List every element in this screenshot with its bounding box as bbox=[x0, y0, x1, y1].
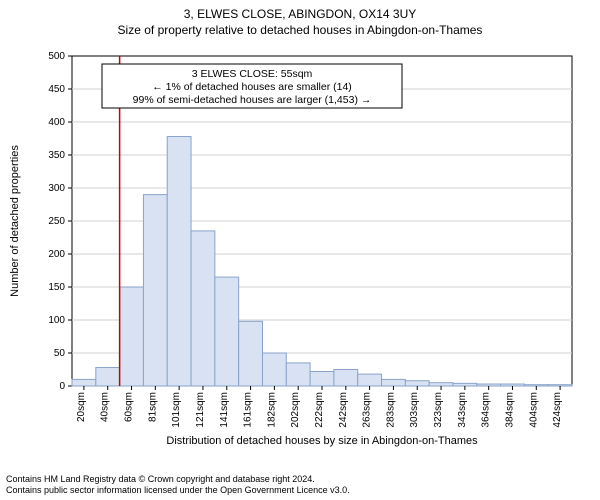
bar bbox=[167, 137, 191, 386]
info-line2: ← 1% of detached houses are smaller (14) bbox=[152, 81, 352, 93]
bar bbox=[262, 353, 286, 386]
y-axis-label: Number of detached properties bbox=[9, 145, 21, 297]
svg-text:500: 500 bbox=[48, 51, 65, 62]
svg-text:323sqm: 323sqm bbox=[433, 392, 444, 428]
svg-text:60sqm: 60sqm bbox=[124, 392, 135, 422]
bar bbox=[548, 385, 572, 386]
chart-area: 0 50 100 150 200 250 300 350 400 450 500 20sqm 40sqm… bbox=[0, 48, 600, 448]
svg-text:150: 150 bbox=[48, 282, 65, 293]
bar bbox=[96, 368, 120, 386]
title-address: 3, ELWES CLOSE, ABINGDON, OX14 3UY bbox=[0, 6, 600, 22]
bar bbox=[382, 379, 406, 386]
svg-text:20sqm: 20sqm bbox=[76, 392, 87, 422]
info-line3: 99% of semi-detached houses are larger (… bbox=[133, 94, 372, 106]
svg-text:141sqm: 141sqm bbox=[219, 392, 230, 428]
bar bbox=[453, 383, 477, 386]
svg-text:50: 50 bbox=[54, 348, 66, 359]
footer-attribution: Contains HM Land Registry data © Crown c… bbox=[6, 474, 350, 497]
svg-text:242sqm: 242sqm bbox=[338, 392, 349, 428]
svg-text:263sqm: 263sqm bbox=[362, 392, 373, 428]
svg-text:0: 0 bbox=[59, 381, 65, 392]
svg-text:424sqm: 424sqm bbox=[552, 392, 563, 428]
svg-text:101sqm: 101sqm bbox=[171, 392, 182, 428]
svg-text:400: 400 bbox=[48, 117, 65, 128]
bar bbox=[191, 231, 215, 386]
svg-text:81sqm: 81sqm bbox=[147, 392, 158, 422]
svg-text:350: 350 bbox=[48, 150, 65, 161]
histogram-svg: 0 50 100 150 200 250 300 350 400 450 500 20sqm 40sqm… bbox=[0, 48, 600, 448]
svg-text:121sqm: 121sqm bbox=[195, 392, 206, 428]
bar bbox=[429, 383, 453, 386]
svg-text:283sqm: 283sqm bbox=[385, 392, 396, 428]
svg-text:200: 200 bbox=[48, 249, 65, 260]
bar bbox=[286, 363, 310, 386]
bar bbox=[477, 384, 501, 386]
svg-text:364sqm: 364sqm bbox=[481, 392, 492, 428]
bar bbox=[405, 381, 429, 386]
bar bbox=[501, 384, 525, 386]
svg-text:404sqm: 404sqm bbox=[528, 392, 539, 428]
svg-text:303sqm: 303sqm bbox=[409, 392, 420, 428]
bar bbox=[215, 277, 239, 386]
footer-line1: Contains HM Land Registry data © Crown c… bbox=[6, 474, 350, 485]
bar bbox=[143, 195, 167, 386]
svg-text:40sqm: 40sqm bbox=[100, 392, 111, 422]
x-axis-label: Distribution of detached houses by size … bbox=[166, 435, 478, 447]
svg-text:300: 300 bbox=[48, 183, 65, 194]
svg-text:222sqm: 222sqm bbox=[314, 392, 325, 428]
info-line1: 3 ELWES CLOSE: 55sqm bbox=[192, 68, 313, 80]
svg-text:161sqm: 161sqm bbox=[243, 392, 254, 428]
svg-text:202sqm: 202sqm bbox=[290, 392, 301, 428]
bar bbox=[72, 379, 96, 386]
bar bbox=[524, 385, 548, 386]
bar bbox=[358, 374, 382, 386]
svg-text:343sqm: 343sqm bbox=[457, 392, 468, 428]
footer-line2: Contains public sector information licen… bbox=[6, 485, 350, 496]
bar bbox=[310, 371, 334, 386]
bar bbox=[334, 370, 358, 387]
svg-text:182sqm: 182sqm bbox=[266, 392, 277, 428]
title-subtitle: Size of property relative to detached ho… bbox=[0, 22, 600, 38]
bar bbox=[120, 287, 144, 386]
svg-text:100: 100 bbox=[48, 315, 65, 326]
svg-text:250: 250 bbox=[48, 216, 65, 227]
svg-text:450: 450 bbox=[48, 84, 65, 95]
chart-header: 3, ELWES CLOSE, ABINGDON, OX14 3UY Size … bbox=[0, 0, 600, 38]
bar bbox=[239, 321, 263, 386]
svg-text:384sqm: 384sqm bbox=[504, 392, 515, 428]
